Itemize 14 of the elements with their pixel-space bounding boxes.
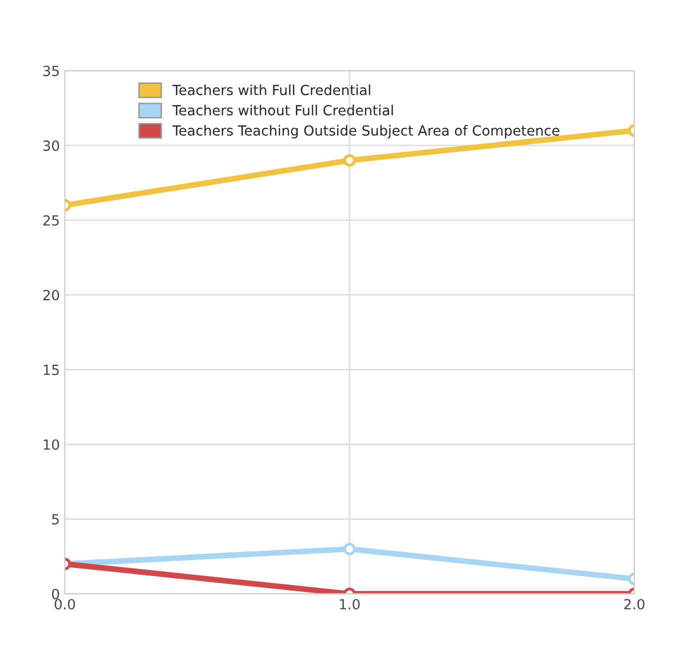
x-tick-label: 0.0	[54, 598, 75, 610]
legend-label: Teachers with Full Credential	[172, 84, 370, 96]
y-tick-label: 5	[52, 514, 59, 525]
y-tick-label: 25	[43, 215, 59, 226]
y-tick-label: 20	[43, 290, 60, 300]
y-tick-label: 15	[44, 364, 59, 376]
x-tick-label: 1.0	[340, 598, 360, 610]
legend-label: Teachers Teaching Outside Subject Area of Competence	[172, 124, 560, 138]
legend-label: Teachers without Full Credential	[172, 104, 393, 116]
y-tick-label: 35	[43, 66, 59, 76]
y-tick-label: 30	[43, 140, 60, 151]
y-tick-label: 10	[44, 439, 60, 450]
y-tick-label: 0	[52, 588, 60, 600]
x-tick-label: 2.0	[624, 598, 644, 610]
